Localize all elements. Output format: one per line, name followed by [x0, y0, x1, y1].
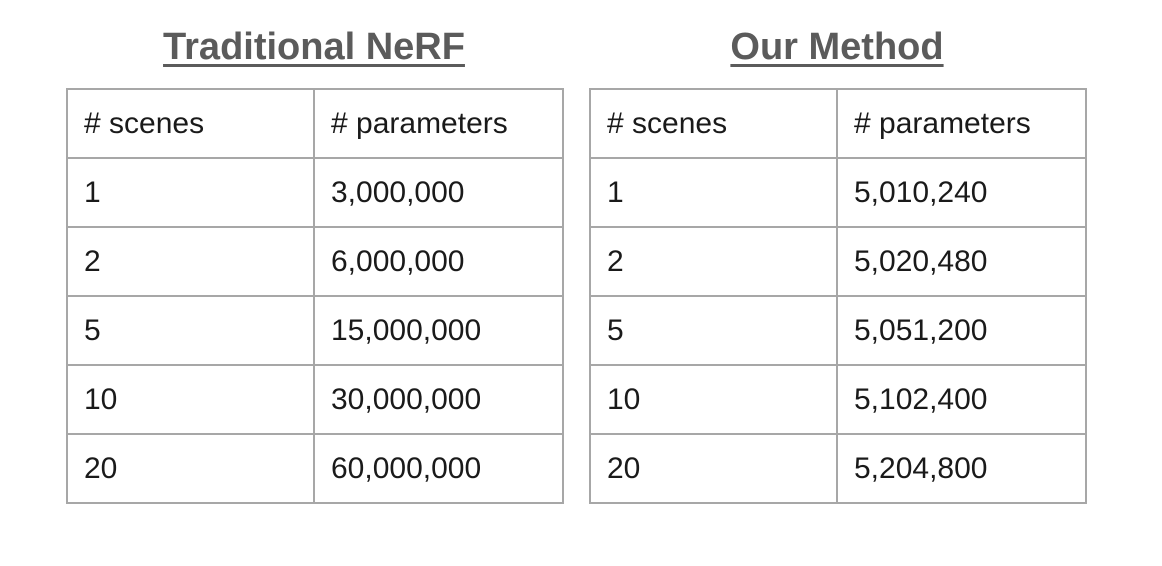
- column-header-parameters: # parameters: [836, 88, 1087, 159]
- traditional-nerf-panel: Traditional NeRF # scenes # parameters 1…: [66, 0, 564, 504]
- table-row: 1 5,010,240: [589, 157, 1087, 228]
- parameters-cell: 6,000,000: [313, 226, 564, 297]
- scenes-cell: 10: [66, 364, 315, 435]
- table-row: 1 3,000,000: [66, 157, 564, 228]
- parameters-cell: 3,000,000: [313, 157, 564, 228]
- parameters-cell: 5,010,240: [836, 157, 1087, 228]
- table-row: 5 15,000,000: [66, 295, 564, 366]
- scenes-cell: 10: [589, 364, 838, 435]
- header-row: # scenes # parameters: [589, 88, 1087, 159]
- table-row: 2 6,000,000: [66, 226, 564, 297]
- parameters-cell: 15,000,000: [313, 295, 564, 366]
- table-row: 10 30,000,000: [66, 364, 564, 435]
- header-row: # scenes # parameters: [66, 88, 564, 159]
- parameters-cell: 5,204,800: [836, 433, 1087, 504]
- table-row: 10 5,102,400: [589, 364, 1087, 435]
- table-title: Our Method: [730, 26, 944, 68]
- scenes-cell: 2: [66, 226, 315, 297]
- parameters-cell: 5,051,200: [836, 295, 1087, 366]
- scenes-cell: 2: [589, 226, 838, 297]
- scenes-cell: 1: [589, 157, 838, 228]
- parameters-cell: 5,102,400: [836, 364, 1087, 435]
- table-title: Traditional NeRF: [163, 26, 465, 68]
- scenes-cell: 20: [66, 433, 315, 504]
- scenes-cell: 20: [589, 433, 838, 504]
- scenes-cell: 5: [66, 295, 315, 366]
- scenes-cell: 1: [66, 157, 315, 228]
- table-row: 2 5,020,480: [589, 226, 1087, 297]
- column-header-parameters: # parameters: [313, 88, 564, 159]
- scenes-cell: 5: [589, 295, 838, 366]
- column-header-scenes: # scenes: [589, 88, 838, 159]
- parameters-cell: 5,020,480: [836, 226, 1087, 297]
- our-method-panel: Our Method # scenes # parameters 1 5,010…: [589, 0, 1087, 504]
- table-row: 5 5,051,200: [589, 295, 1087, 366]
- our-method-table: # scenes # parameters 1 5,010,240 2 5,02…: [589, 88, 1087, 504]
- column-header-scenes: # scenes: [66, 88, 315, 159]
- table-row: 20 5,204,800: [589, 433, 1087, 504]
- parameters-cell: 60,000,000: [313, 433, 564, 504]
- parameters-cell: 30,000,000: [313, 364, 564, 435]
- traditional-nerf-table: # scenes # parameters 1 3,000,000 2 6,00…: [66, 88, 564, 504]
- table-row: 20 60,000,000: [66, 433, 564, 504]
